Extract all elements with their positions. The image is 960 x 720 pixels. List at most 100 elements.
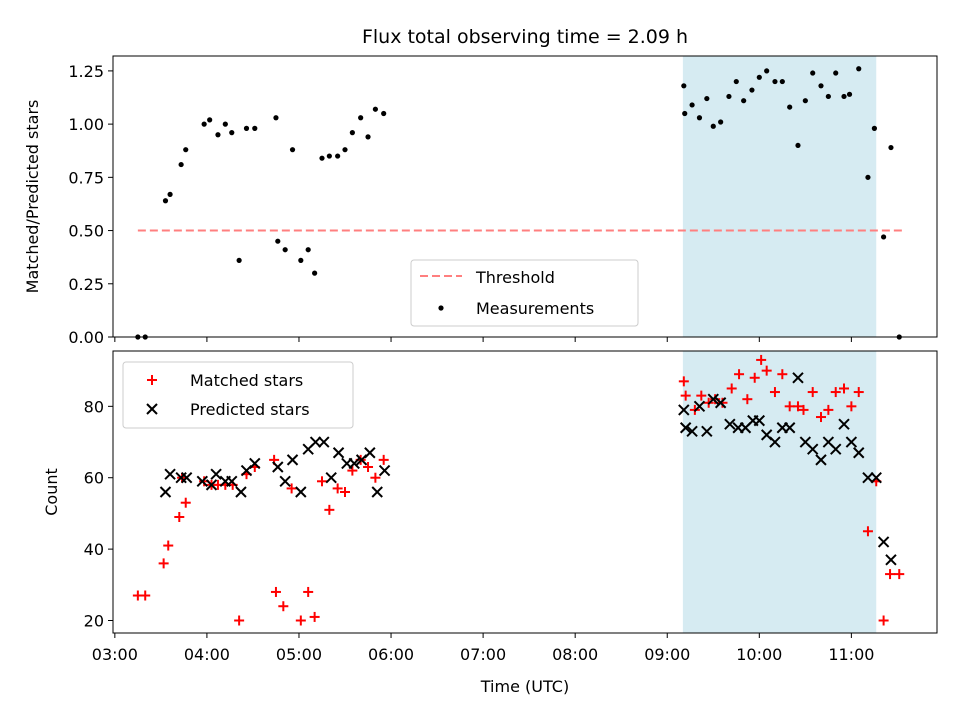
predicted-star-point bbox=[272, 461, 284, 473]
matched-star-point bbox=[696, 390, 707, 401]
predicted-star-point-b bbox=[783, 422, 796, 434]
top-legend-box bbox=[410, 259, 639, 327]
bottom-xtick-label: 06:00 bbox=[368, 645, 414, 664]
measurement-point bbox=[365, 134, 371, 140]
predicted-star-point bbox=[325, 472, 337, 484]
measurement-point bbox=[802, 98, 808, 104]
matched-star-point bbox=[830, 387, 841, 398]
bottom-xtick-label: 08:00 bbox=[552, 645, 598, 664]
predicted-star-point-b bbox=[371, 486, 383, 498]
bottom-axes-frame bbox=[112, 350, 938, 634]
measurement-point bbox=[305, 247, 311, 253]
predicted-star-point bbox=[332, 447, 345, 459]
predicted-star-point-b bbox=[364, 447, 376, 459]
predicted-star-point bbox=[845, 436, 858, 448]
measurement-point bbox=[865, 174, 871, 180]
matched-star-point bbox=[286, 483, 297, 494]
matched-star-point bbox=[278, 601, 289, 612]
predicted-star-point-b bbox=[877, 536, 890, 548]
matched-star-point bbox=[769, 387, 780, 398]
predicted-star-point-b bbox=[309, 436, 322, 448]
matched-star-point bbox=[303, 586, 314, 597]
measurement-point bbox=[710, 123, 716, 129]
top-ytick-label: 0.75 bbox=[68, 168, 104, 187]
bottom-ytick-label: 60 bbox=[84, 469, 104, 488]
measurement-point bbox=[162, 198, 169, 204]
predicted-star-point bbox=[686, 425, 698, 438]
matched-star-point bbox=[878, 615, 889, 626]
bottom-ytick-label: 40 bbox=[84, 540, 104, 559]
predicted-star-point bbox=[693, 400, 706, 413]
predicted-star-point bbox=[249, 457, 261, 470]
measurement-point bbox=[856, 66, 862, 72]
predicted-star-point-b bbox=[701, 425, 713, 438]
measurement-point bbox=[718, 119, 724, 125]
measurement-point bbox=[846, 91, 853, 97]
measurement-point bbox=[741, 98, 747, 104]
predicted-star-point bbox=[318, 436, 330, 448]
top-ytick-label: 0.25 bbox=[68, 275, 104, 294]
legend-matched-swatch bbox=[147, 375, 157, 385]
matched-star-point bbox=[378, 454, 389, 465]
measurement-point bbox=[312, 270, 318, 276]
measurement-point bbox=[682, 110, 688, 117]
predicted-star-point-b bbox=[348, 457, 360, 470]
matched-star-point bbox=[370, 472, 381, 483]
measurement-point bbox=[772, 78, 778, 85]
measurement-point bbox=[810, 70, 816, 76]
measurement-point bbox=[749, 87, 755, 93]
bottom-xtick-label: 03:00 bbox=[92, 645, 138, 664]
measurement-point bbox=[275, 238, 281, 244]
measurement-point bbox=[696, 115, 703, 121]
matched-star-point bbox=[726, 383, 737, 394]
matched-star-point bbox=[853, 387, 864, 398]
predicted-star-point-b bbox=[205, 479, 218, 491]
predicted-star-point-b bbox=[286, 454, 299, 466]
predicted-star-point bbox=[707, 393, 719, 405]
predicted-star-point-b bbox=[753, 414, 766, 427]
predicted-star-point-b bbox=[686, 425, 698, 438]
measurement-point bbox=[871, 125, 877, 131]
predicted-star-point bbox=[309, 436, 322, 448]
predicted-star-point-b bbox=[862, 472, 874, 484]
predicted-star-point-b bbox=[870, 472, 882, 484]
measurement-point bbox=[201, 121, 207, 127]
measurement-point bbox=[779, 78, 785, 85]
predicted-star-point-b bbox=[164, 468, 176, 480]
predicted-star-point-b bbox=[845, 436, 858, 448]
predicted-star-point bbox=[235, 486, 247, 498]
measurement-point bbox=[381, 110, 387, 117]
predicted-star-point-b bbox=[714, 397, 727, 409]
predicted-star-point bbox=[769, 436, 781, 448]
predicted-star-point bbox=[792, 372, 804, 384]
matched-star-point bbox=[756, 354, 767, 365]
matched-star-point bbox=[792, 401, 803, 412]
measurement-point bbox=[342, 147, 348, 153]
count-panel: 20 40 60 80 03:00 04:00 05:00 06:00 07:00 08:00 09… bbox=[42, 350, 938, 696]
measurement-point bbox=[818, 83, 824, 89]
measurement-point bbox=[319, 155, 325, 161]
legend-predicted-swatch bbox=[146, 403, 158, 415]
predicted-star-point-b bbox=[838, 418, 850, 430]
measurement-point bbox=[841, 93, 847, 100]
matched-star-point bbox=[742, 394, 753, 405]
predicted-star-point-b bbox=[807, 443, 819, 455]
matched-star-point bbox=[680, 390, 691, 401]
matched-star-point bbox=[309, 611, 320, 622]
measurement-point bbox=[787, 104, 793, 110]
measurement-point bbox=[372, 106, 378, 112]
matched-star-point bbox=[734, 369, 745, 380]
measurement-point bbox=[726, 93, 732, 100]
predicted-star-point-b bbox=[853, 447, 865, 459]
measurement-point bbox=[298, 257, 304, 263]
matched-star-point bbox=[894, 569, 905, 580]
predicted-star-point-b bbox=[885, 554, 897, 566]
predicted-star-point bbox=[210, 468, 222, 480]
measurement-point bbox=[881, 234, 887, 240]
predicted-star-point-b bbox=[830, 443, 842, 455]
top-axis-ticks: 0.00 0.25 0.50 0.75 1.00 1.25 bbox=[68, 62, 852, 347]
matched-star-point bbox=[347, 465, 358, 476]
predicted-star-point-b bbox=[332, 447, 345, 459]
bottom-legend: Matched stars Predicted stars bbox=[122, 361, 354, 429]
predicted-star-point-b bbox=[196, 475, 209, 487]
